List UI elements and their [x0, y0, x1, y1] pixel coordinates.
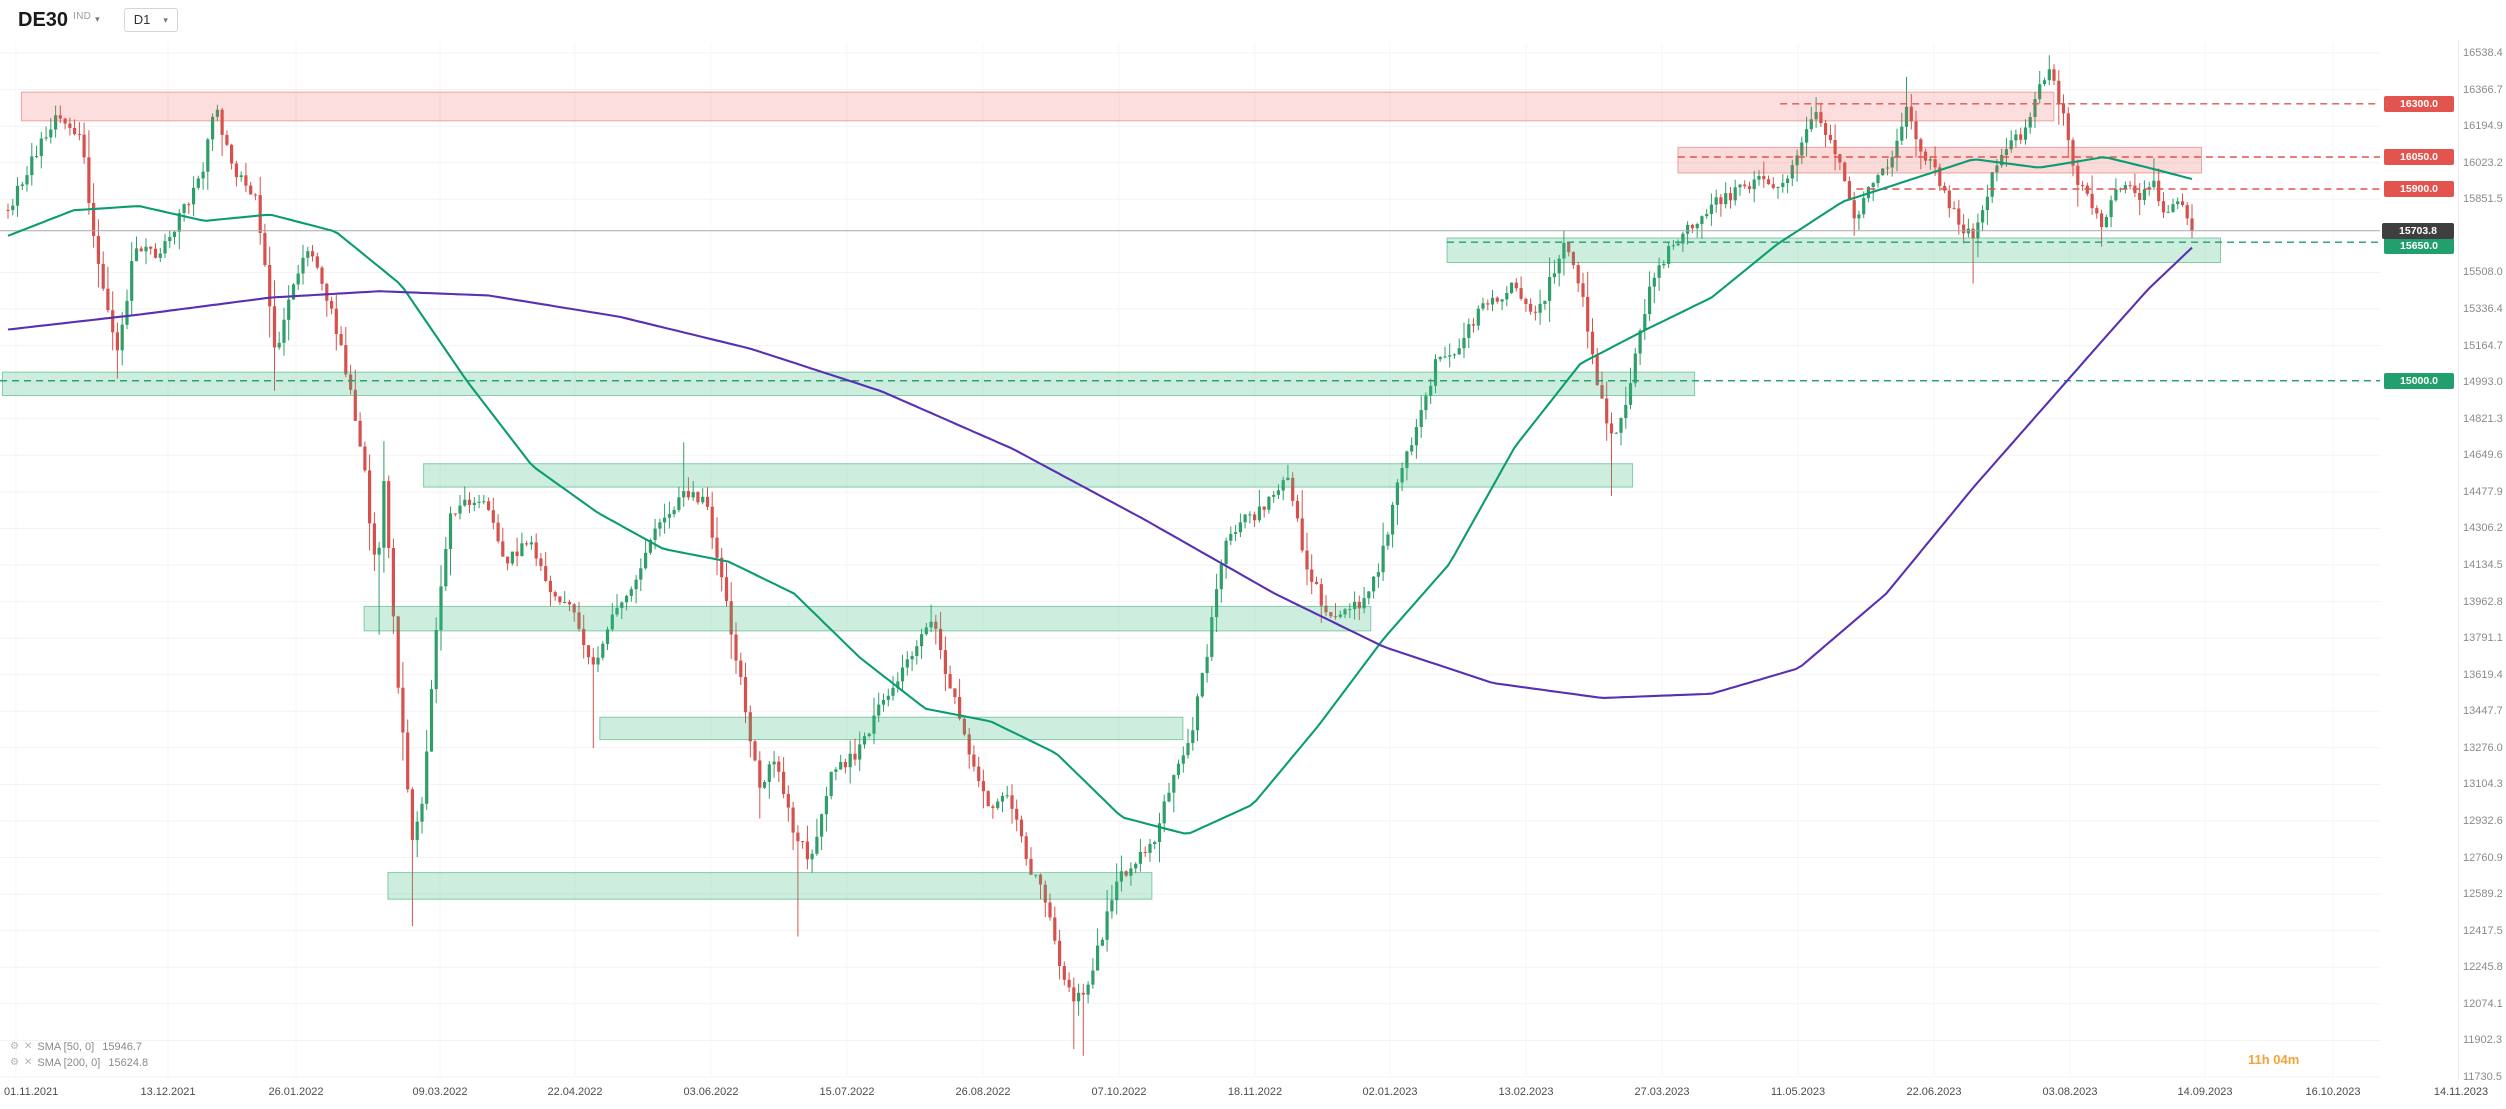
chevron-down-icon: ▾	[95, 14, 100, 24]
sma-lines	[7, 156, 2193, 835]
timeframe-select[interactable]: D1 ▾	[123, 8, 178, 32]
indicator-settings-icon[interactable]: ⚙	[10, 1041, 19, 1052]
resistance-zone	[20, 91, 2055, 122]
indicator-remove-icon[interactable]: ✕	[23, 1041, 33, 1052]
grid	[0, 40, 2459, 1080]
support-zone	[387, 872, 1153, 900]
indicator-label: SMA [200, 0]	[37, 1056, 101, 1069]
indicator-value: 15624.8	[108, 1056, 149, 1069]
chevron-down-icon: ▾	[163, 15, 168, 25]
support-zone	[1, 371, 1696, 397]
indicator-settings-icon[interactable]: ⚙	[10, 1057, 19, 1068]
price-level-lines	[0, 103, 2380, 382]
support-zone	[363, 605, 1372, 632]
symbol-type-label: IND	[73, 11, 92, 22]
chart-header: DE30 IND ▾ D1 ▾	[18, 8, 178, 32]
indicator-remove-icon[interactable]: ✕	[23, 1057, 33, 1068]
support-zone	[423, 463, 1634, 488]
indicator-label: SMA [50, 0]	[37, 1040, 95, 1053]
timeframe-value: D1	[133, 12, 151, 27]
symbol-selector[interactable]: DE30 IND ▾	[18, 10, 100, 30]
indicator-row: ⚙ ✕ SMA [50, 0] 15946.7	[10, 1039, 148, 1054]
indicator-legend: ⚙ ✕ SMA [50, 0] 15946.7 ⚙ ✕ SMA [200, 0] 15624.…	[10, 1039, 148, 1071]
candles	[6, 55, 2194, 1056]
support-zone	[599, 716, 1184, 741]
indicator-value: 15946.7	[102, 1040, 142, 1053]
symbol-name: DE30	[18, 9, 69, 31]
indicator-row: ⚙ ✕ SMA [200, 0] 15624.8	[10, 1055, 148, 1070]
candle-countdown: 11h 04m	[2248, 1052, 2300, 1067]
supply-demand-zones	[1, 91, 2221, 900]
